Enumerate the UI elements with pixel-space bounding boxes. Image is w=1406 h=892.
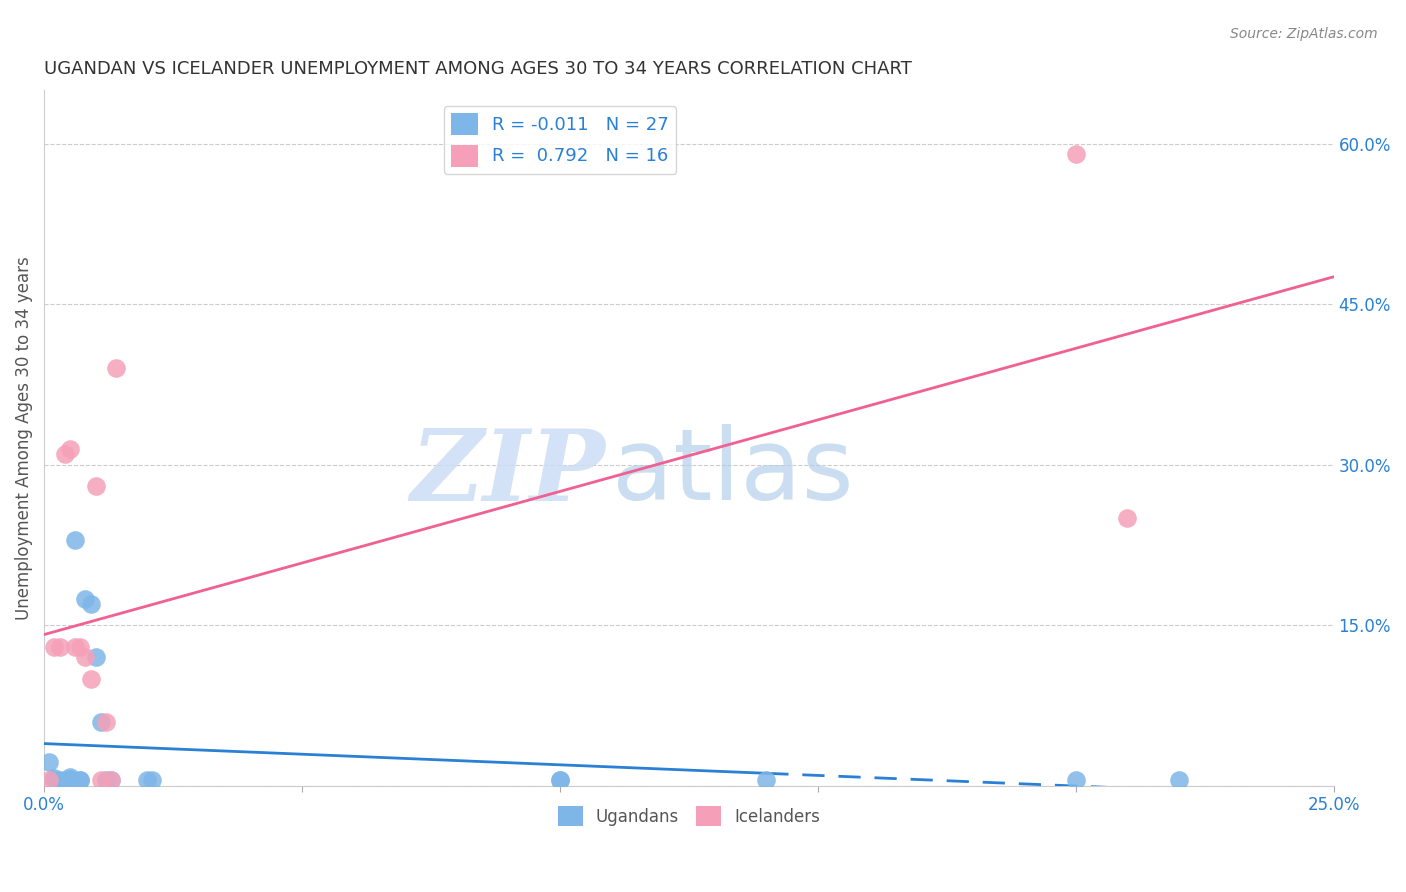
Point (63, 533, 86, 547)
Text: Source: ZipAtlas.com: Source: ZipAtlas.com (1230, 27, 1378, 41)
Point (69, 773, 91, 788)
Point (79, 597, 101, 611)
Point (84, 650, 107, 665)
Point (141, 773, 163, 788)
Point (44, 773, 66, 788)
Point (548, 773, 571, 788)
Point (94, 773, 117, 788)
Point (755, 773, 778, 788)
Point (59, 770, 82, 784)
Point (136, 773, 159, 788)
Text: atlas: atlas (612, 425, 853, 521)
Point (44, 640, 66, 654)
Point (48, 773, 70, 788)
Point (75, 650, 97, 665)
Point (548, 773, 571, 788)
Point (69, 773, 91, 788)
Point (69, 640, 91, 654)
Point (48, 777, 70, 791)
Point (53, 773, 76, 788)
Point (59, 772, 82, 787)
Text: ZIP: ZIP (411, 425, 605, 521)
Point (84, 479, 107, 493)
Point (48, 775, 70, 789)
Point (44, 772, 66, 786)
Point (90, 714, 112, 729)
Point (1167, 773, 1189, 788)
Point (48, 640, 70, 654)
Point (63, 640, 86, 654)
Point (1064, 147, 1087, 161)
Point (105, 361, 128, 376)
Legend: Ugandans, Icelanders: Ugandans, Icelanders (551, 799, 827, 833)
Point (90, 773, 112, 788)
Point (100, 773, 122, 788)
Point (59, 773, 82, 788)
Point (79, 672, 101, 686)
Point (53, 774, 76, 789)
Point (100, 773, 122, 788)
Point (38, 756, 60, 770)
Point (94, 714, 117, 729)
Y-axis label: Unemployment Among Ages 30 to 34 years: Unemployment Among Ages 30 to 34 years (15, 256, 32, 620)
Point (38, 773, 60, 788)
Point (1116, 511, 1139, 525)
Point (1064, 773, 1087, 788)
Text: UGANDAN VS ICELANDER UNEMPLOYMENT AMONG AGES 30 TO 34 YEARS CORRELATION CHART: UGANDAN VS ICELANDER UNEMPLOYMENT AMONG … (44, 60, 912, 78)
Point (59, 442, 82, 456)
Point (53, 447, 76, 461)
Point (75, 591, 97, 606)
